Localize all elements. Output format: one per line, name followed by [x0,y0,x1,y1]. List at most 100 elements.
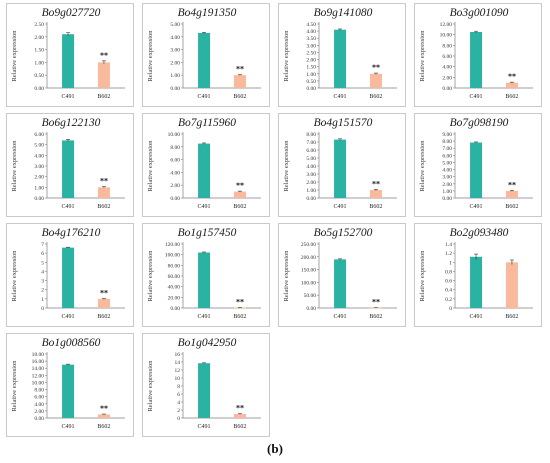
y-tick-label: 4.00 [34,402,44,408]
y-axis-label: Relative expression [283,30,290,82]
chart-svg: Bo2g093480 Relative expression 0 0.2 0.4 0.6 0… [419,227,533,320]
y-tick-label: 3.00 [306,43,316,49]
y-tick-label: 1.00 [34,60,44,66]
chart-title: Bo9g141080 [314,7,373,19]
y-axis-label: Relative expression [283,140,290,192]
y-tick-label: 18.00 [32,352,45,358]
y-axis-label: Relative expression [147,360,154,412]
y-tick-label: 2.00 [170,183,180,189]
bar-b602 [97,414,110,418]
y-tick-label: 16.00 [32,359,45,365]
y-tick-label: 150.00 [301,268,316,274]
y-tick-label: 4.00 [170,35,180,41]
y-tick-label: 5.00 [170,22,180,28]
x-category-label: B602 [97,424,110,430]
y-tick-label: 4.00 [170,170,180,176]
y-tick-label: 1.00 [34,185,44,191]
chart-svg: Bo5g152700 Relative expression 0.00 50.00 10… [283,227,397,320]
x-category-label: B602 [97,204,110,210]
chart-title: Bo5g152700 [314,227,373,239]
x-category-label: C491 [62,204,75,210]
y-tick-label: 0.00 [306,306,316,312]
chart-title: Bo4g176210 [42,227,101,239]
y-tick-label: 2.50 [306,50,316,56]
y-tick-label: 1 [41,297,44,303]
bar-c491 [470,32,483,88]
bar-b602 [233,307,246,309]
y-tick-label: 8 [177,384,180,390]
chart-svg: Bo4g191350 Relative expression 0.00 1.00 2.0… [147,7,261,100]
bar-b602 [97,62,110,88]
chart-svg: Bo3g001090 Relative expression 0.00 2.00 4.0… [419,7,533,100]
y-tick-label: 0.00 [170,306,180,312]
bar-b602 [505,262,518,308]
chart-title: Bo1g042950 [178,337,237,349]
y-tick-label: 12 [175,368,181,374]
significance-label: ** [100,51,108,60]
y-tick-label: 3.00 [170,48,180,54]
y-axis-label: Relative expression [147,250,154,302]
y-tick-label: 10.00 [440,33,453,39]
y-tick-label: 0.00 [442,196,452,202]
y-tick-label: 6.00 [170,158,180,164]
y-tick-label: 20.00 [168,295,181,301]
y-tick-label: 0.00 [170,196,180,202]
y-axis-label: Relative expression [419,30,426,82]
y-tick-label: 3.00 [442,175,452,181]
y-tick-label: 7.00 [306,140,316,146]
bar-b602 [233,75,246,88]
y-tick-label: 0.6 [445,279,452,285]
y-tick-label: 6.00 [34,395,44,401]
x-category-label: C491 [334,314,347,320]
y-tick-label: 1.50 [34,48,44,54]
significance-label: ** [100,404,108,413]
y-tick-label: 0 [41,306,44,312]
y-tick-label: 0 [177,416,180,422]
significance-label: ** [100,177,108,186]
bar-b602 [233,191,246,198]
y-tick-label: 10.00 [32,380,45,386]
y-tick-label: 4.50 [306,22,316,28]
x-category-label: B602 [233,94,246,100]
bar-c491 [62,140,75,198]
y-tick-label: 0.4 [445,288,452,294]
y-tick-label: 10 [175,376,181,382]
chart-title: Bo9g027720 [42,7,101,19]
y-tick-label: 0 [449,306,452,312]
x-category-label: B602 [505,204,518,210]
significance-label: ** [372,179,380,188]
y-tick-label: 8.00 [170,145,180,151]
y-tick-label: 3.50 [306,36,316,42]
y-tick-label: 100.00 [165,253,180,259]
y-tick-label: 50.00 [304,293,317,299]
x-category-label: B602 [233,424,246,430]
y-tick-label: 100.00 [301,280,316,286]
bar-c491 [62,364,75,418]
chart-svg: Bo6g122130 Relative expression 0.00 1.00 2.0… [11,117,125,210]
significance-label: ** [372,63,380,72]
chart-title: Bo2g093480 [450,227,509,239]
x-category-label: C491 [470,204,483,210]
y-tick-label: 6 [41,251,44,257]
y-tick-label: 4.00 [442,168,452,174]
y-tick-label: 8.00 [34,388,44,394]
chart-panel: Bo7g098190 Relative expression 0.00 1.00 2.0… [414,113,542,217]
y-tick-label: 0.50 [34,73,44,79]
y-tick-label: 80.00 [168,263,181,269]
y-tick-label: 9.00 [442,132,452,138]
y-tick-label: 2.00 [170,60,180,66]
y-axis-label: Relative expression [419,250,426,302]
chart-title: Bo6g122130 [42,117,101,129]
bar-c491 [198,143,211,198]
y-tick-label: 8.00 [442,139,452,145]
y-tick-label: 1.2 [445,251,452,257]
y-axis-label: Relative expression [147,30,154,82]
y-axis-label: Relative expression [11,30,18,82]
y-tick-label: 3.00 [34,164,44,170]
y-axis-label: Relative expression [11,360,18,412]
y-axis-label: Relative expression [283,250,290,302]
y-tick-label: 1.00 [306,188,316,194]
significance-label: ** [236,297,244,306]
y-tick-label: 0.00 [170,86,180,92]
